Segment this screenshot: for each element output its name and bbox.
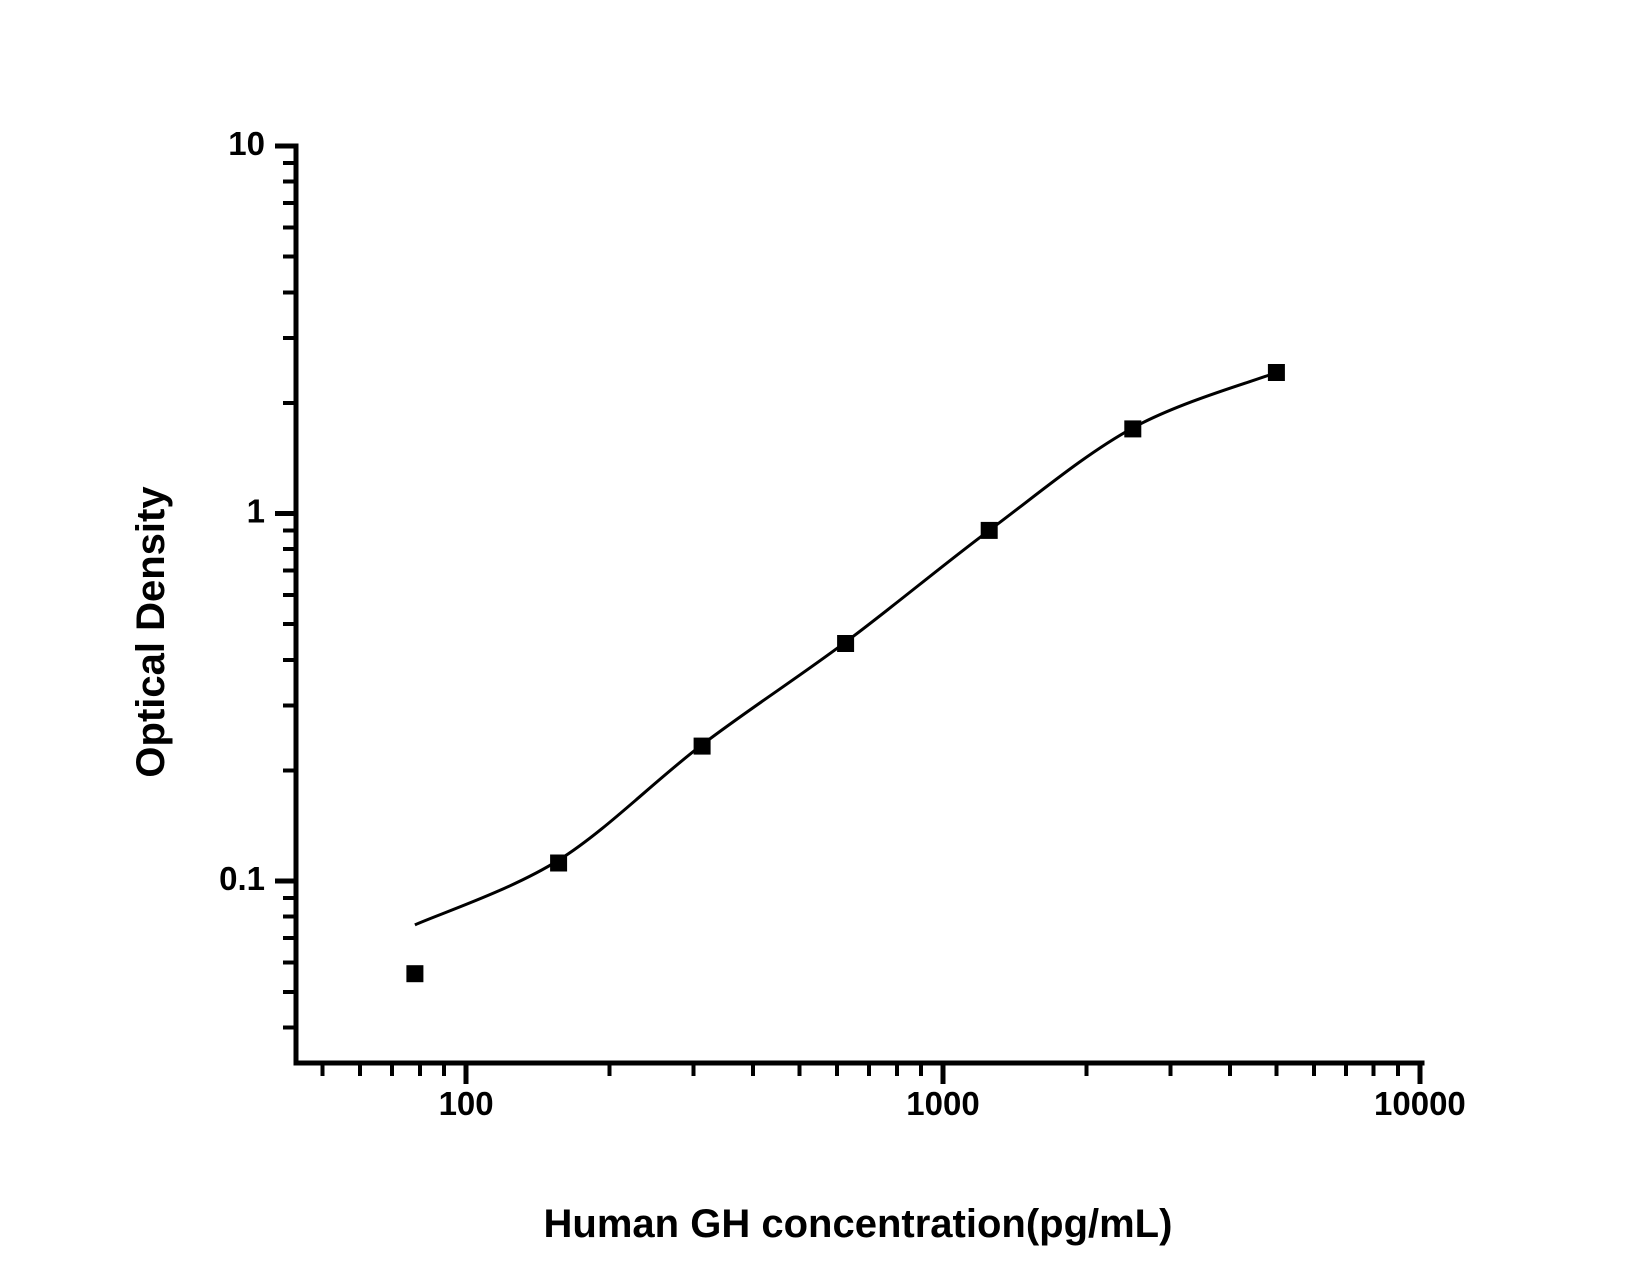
- y-axis-title: Optical Density: [129, 486, 173, 778]
- data-point-marker: [837, 635, 855, 652]
- y-tick-label-1: 1: [247, 493, 265, 530]
- data-point-marker: [1267, 364, 1285, 381]
- axes-frame: [293, 143, 1425, 1066]
- x-tick-label-1000: 1000: [906, 1085, 979, 1122]
- x-tick-label-100: 100: [439, 1085, 494, 1122]
- data-point-marker: [980, 521, 998, 539]
- data-point-marker: [550, 854, 568, 872]
- x-tick-label-10000: 10000: [1374, 1085, 1466, 1122]
- data-point-marker: [693, 737, 711, 755]
- x-axis-title: Human GH concentration(pg/mL): [544, 1202, 1173, 1246]
- data-point-marker: [406, 965, 424, 983]
- data-point-marker: [1124, 420, 1142, 438]
- y-tick-label-0.1: 0.1: [219, 860, 265, 897]
- y-tick-label-10: 10: [228, 125, 265, 162]
